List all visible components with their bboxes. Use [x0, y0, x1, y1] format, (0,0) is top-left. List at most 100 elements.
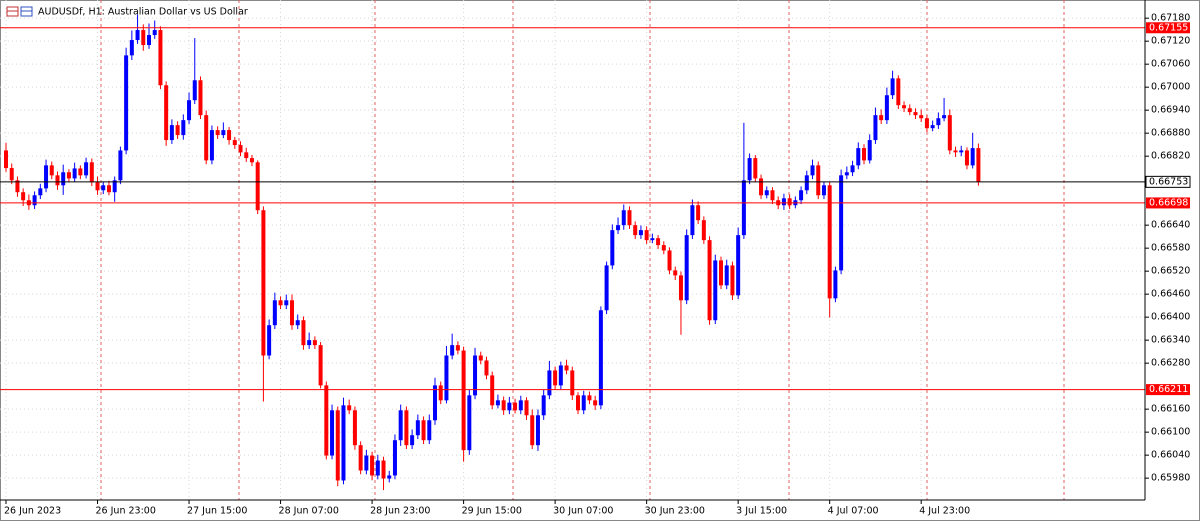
y-tick-label: 0.66040 [1151, 450, 1190, 461]
candle-body [907, 108, 912, 113]
candle-body [444, 355, 449, 401]
candle-body [576, 395, 580, 411]
y-tick-label: 0.66640 [1151, 220, 1190, 231]
candle-body [101, 185, 106, 191]
candle-body [724, 265, 729, 286]
candle-body [547, 370, 552, 396]
x-tick-label: 27 Jun 15:00 [187, 506, 247, 517]
level-label: 0.67155 [1149, 22, 1188, 33]
candle-body [352, 410, 357, 446]
candle-body [4, 150, 8, 169]
candle-body [621, 210, 626, 226]
candle-body [335, 410, 340, 481]
candle-body [301, 320, 306, 346]
y-tick-label: 0.66100 [1151, 427, 1190, 438]
candle-body [324, 385, 329, 456]
candle-body [164, 85, 169, 141]
candle-body [398, 410, 403, 441]
candle-body [719, 260, 723, 286]
x-tick-label: 26 Jun 23:00 [96, 506, 156, 517]
candle-body [564, 365, 569, 371]
candle-body [433, 385, 437, 421]
day-separators [100, 0, 1065, 500]
candle-body [976, 148, 981, 182]
candle-body [209, 130, 214, 161]
candle-body [312, 340, 317, 346]
candle-body [410, 435, 415, 446]
candle-body [358, 445, 363, 471]
candle-body [587, 395, 592, 401]
candle-body [375, 460, 380, 476]
candle-body [38, 188, 43, 196]
candle-body [844, 172, 849, 176]
y-tick-label: 0.66400 [1151, 312, 1190, 323]
candle-body [656, 238, 661, 246]
candle-body [78, 168, 83, 176]
candle-body [730, 265, 735, 296]
candle-body [633, 225, 638, 236]
bid-label-box [1145, 175, 1191, 188]
candle-body [261, 210, 266, 356]
candle-body [667, 250, 672, 271]
candle-body [759, 178, 764, 196]
candle-body [684, 235, 689, 301]
candle-body [713, 260, 718, 321]
candle-body [84, 162, 89, 176]
candle-body [513, 402, 518, 411]
candle-body [764, 190, 769, 196]
candle-body [541, 395, 546, 416]
candle-body [953, 150, 958, 153]
candle-body [644, 230, 649, 241]
candle-body [598, 310, 603, 406]
candle-body [72, 168, 77, 179]
y-tick-label: 0.66340 [1151, 335, 1190, 346]
candle-body [427, 420, 432, 441]
candle-body [330, 410, 335, 456]
candle-body [701, 220, 706, 241]
candle-body [461, 350, 466, 451]
candle-body [255, 162, 260, 211]
candle-body [169, 125, 174, 141]
candle-body [553, 370, 558, 386]
candle-body [272, 300, 277, 326]
chart-title: AUDUSDf, H1: Australian Dollar vs US Dol… [38, 7, 248, 18]
candle-body [490, 375, 495, 406]
candle-body [44, 165, 49, 189]
candle-body [570, 370, 575, 396]
candle-body [381, 460, 386, 479]
candle-body [227, 130, 232, 141]
level-label: 0.66698 [1149, 197, 1188, 208]
candle-body [455, 345, 460, 351]
candle-body [141, 30, 146, 46]
candle-body [696, 205, 701, 221]
candle-body [421, 420, 426, 441]
candle-body [112, 180, 117, 193]
candle-body [198, 80, 203, 116]
candle-body [290, 300, 294, 326]
candle-body [467, 395, 472, 451]
candle-body [192, 80, 197, 101]
candle-body [484, 360, 489, 376]
candle-body [787, 198, 792, 206]
candle-body [404, 410, 409, 446]
candle-body [415, 420, 420, 436]
x-tick-label: 4 Jul 07:00 [828, 506, 879, 517]
y-tick-label: 0.67180 [1151, 13, 1190, 24]
candle-body [61, 172, 66, 186]
candle-body [535, 415, 540, 446]
candle-body [890, 78, 895, 96]
candle-body [530, 415, 535, 446]
candle-body [249, 158, 254, 163]
candle-body [741, 180, 746, 236]
level-label-box [1146, 197, 1190, 209]
candle-body [238, 145, 243, 153]
candle-body [867, 140, 872, 161]
candle-body [507, 402, 512, 411]
candle-body [678, 275, 683, 301]
candle-body [478, 355, 483, 361]
candle-body [862, 148, 866, 161]
candle-body [879, 115, 884, 121]
candle-body [736, 235, 741, 296]
